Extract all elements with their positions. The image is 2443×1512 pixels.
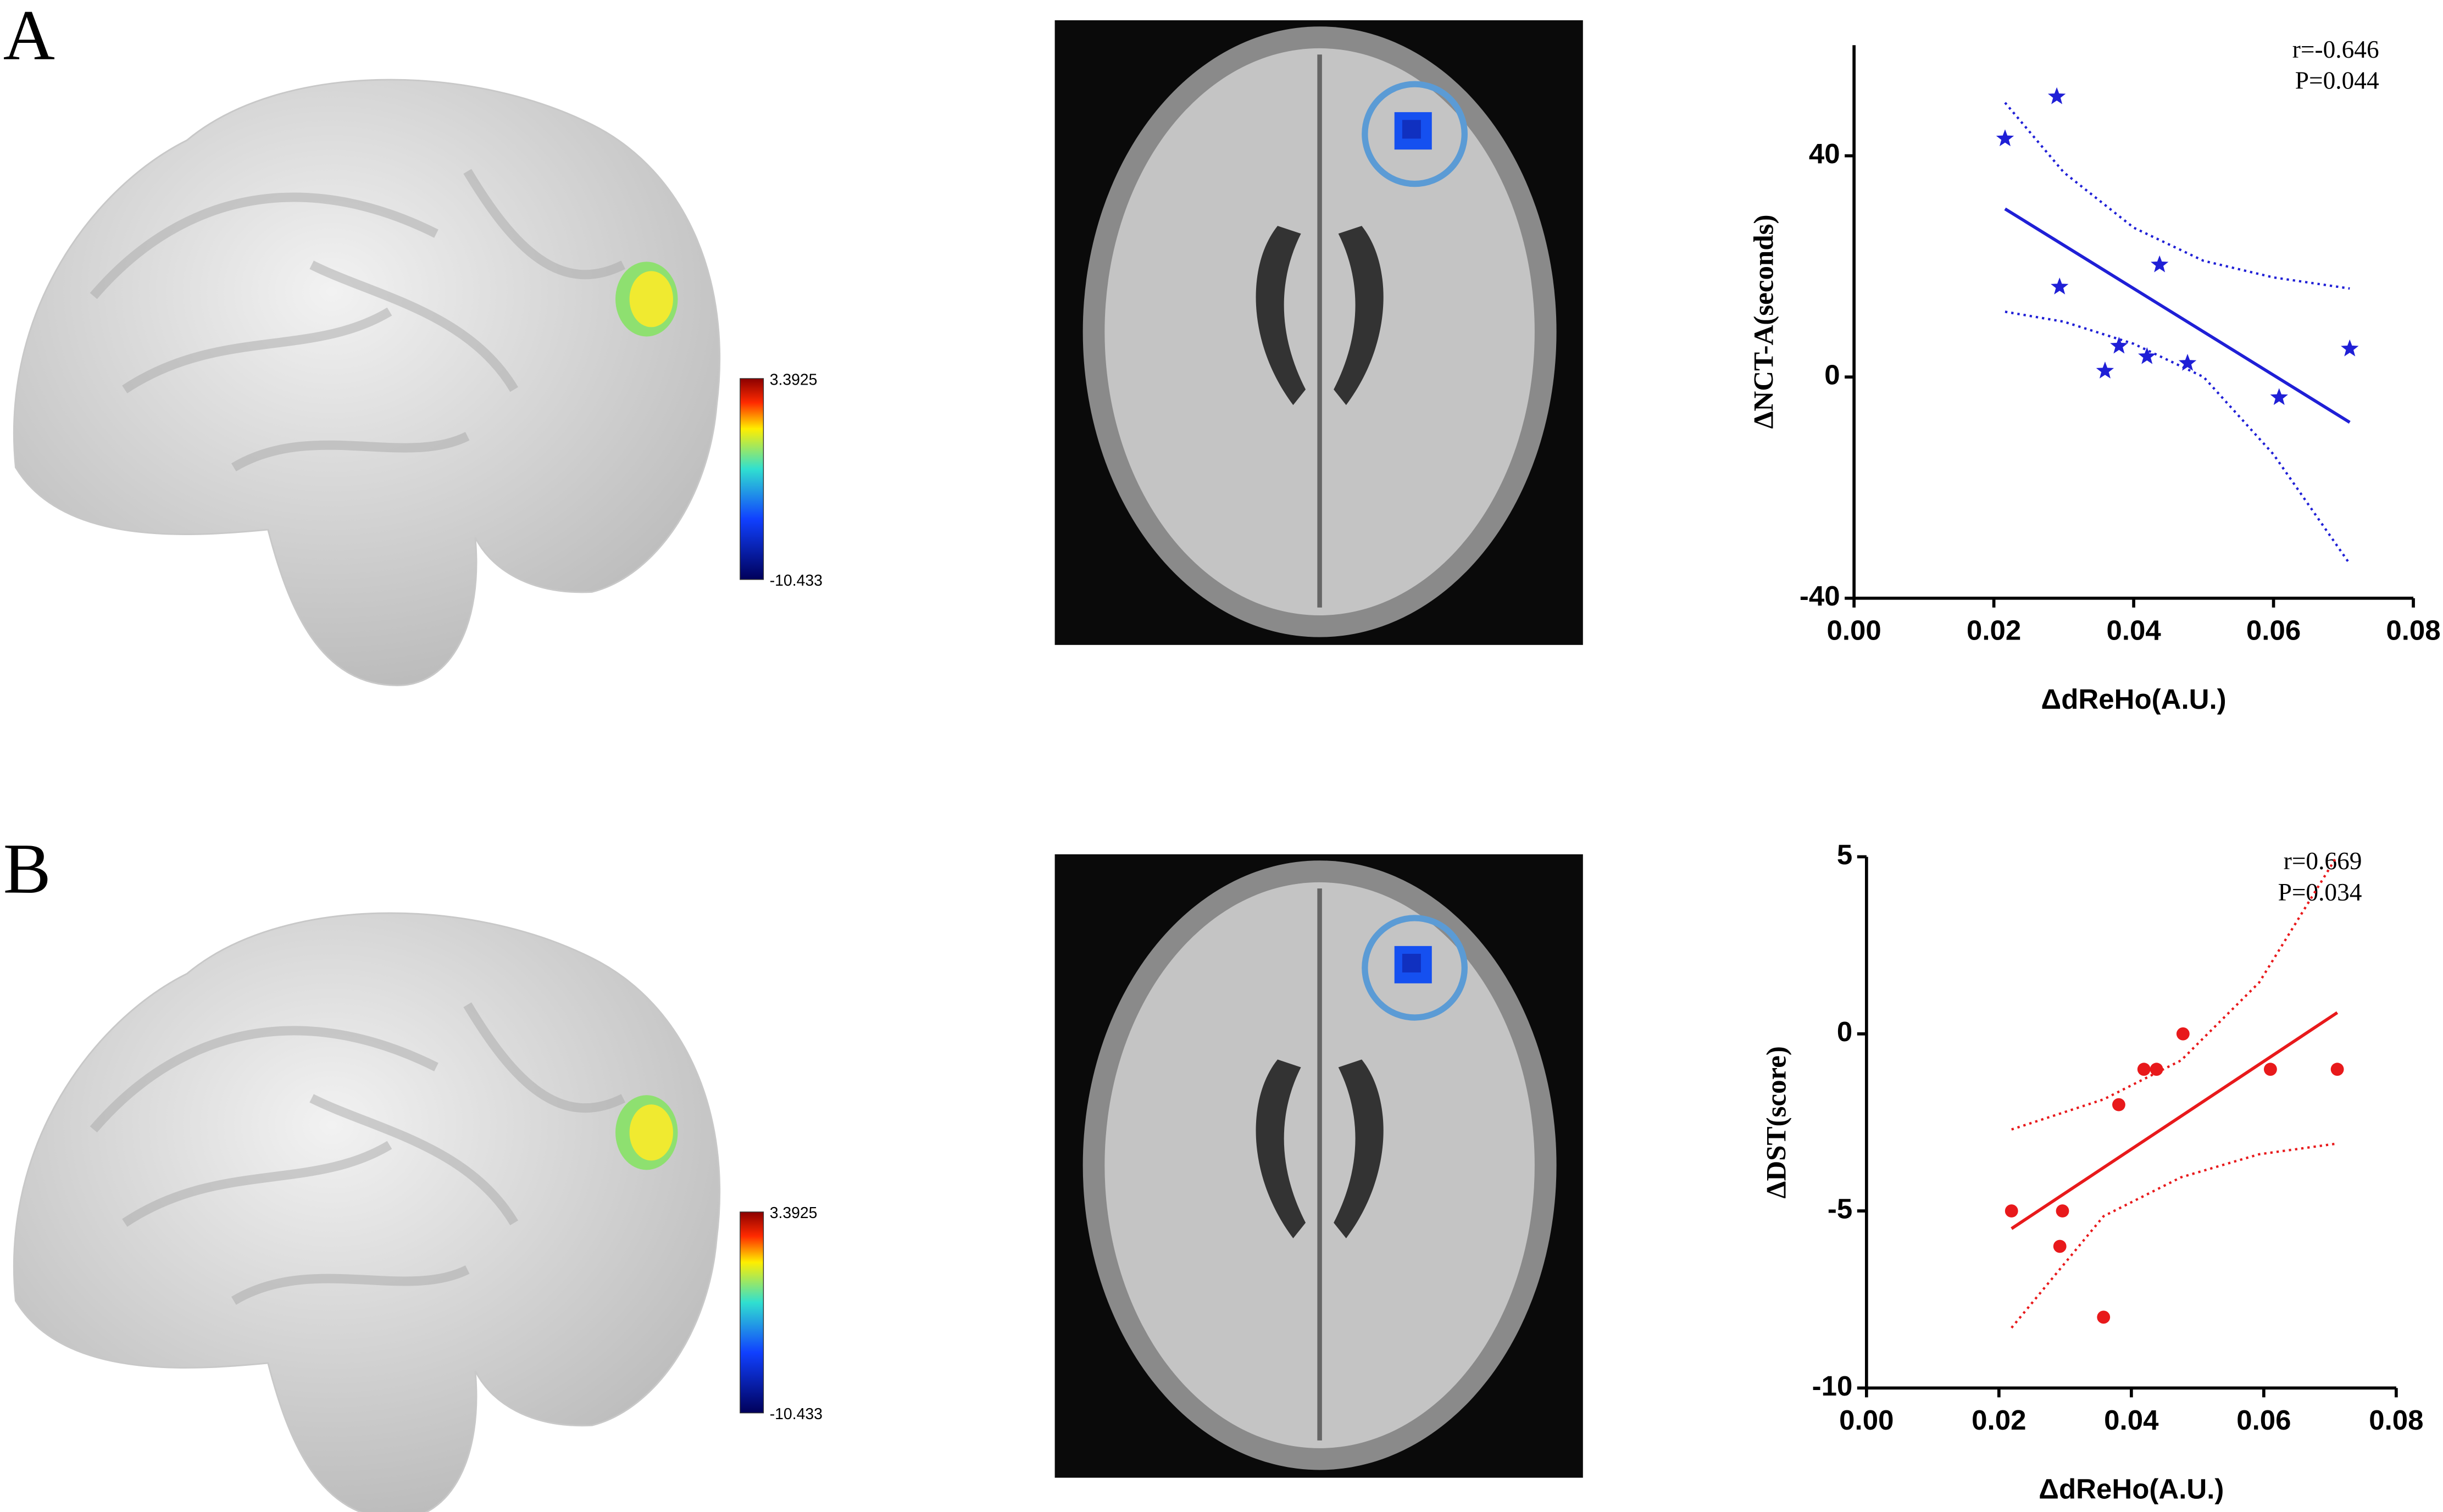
point <box>2176 1027 2190 1041</box>
point <box>2137 1063 2151 1076</box>
fit-line <box>2004 207 2351 424</box>
y-tick-label: -5 <box>1828 1193 1852 1225</box>
point <box>2096 362 2114 379</box>
x-tick-label: 0.04 <box>2104 1404 2159 1436</box>
charts: -40 0 40 0.00 0.02 0.04 0.06 0.08 ΔdReHo(A.U.) ΔN… <box>1749 36 2441 1505</box>
point <box>2341 339 2359 357</box>
x-axis-label: ΔdReHo(A.U.) <box>2041 683 2227 715</box>
x-tick-label: 0.00 <box>1839 1404 1894 1436</box>
mri-slice <box>1055 854 1583 1478</box>
point <box>2138 347 2156 364</box>
confidence-band <box>2004 102 2350 290</box>
y-axis-label: ΔNCT-A(seconds) <box>1749 214 1780 429</box>
point <box>2047 87 2066 104</box>
brain-surface <box>14 80 719 686</box>
colorbar <box>740 1211 764 1414</box>
annotation: P=0.044 <box>2295 67 2379 94</box>
point <box>2270 388 2288 405</box>
annotation: r=0.669 <box>2284 847 2362 875</box>
confidence-band <box>2005 310 2351 565</box>
confidence-band <box>2011 1142 2337 1329</box>
panel-label: B <box>3 830 51 909</box>
point <box>2097 1310 2111 1324</box>
annotation: r=-0.646 <box>2292 36 2379 63</box>
y-tick-label: -10 <box>1812 1370 1853 1402</box>
colorbar-max: 3.3925 <box>770 371 818 388</box>
x-tick-label: 0.04 <box>2106 615 2161 646</box>
panels: A 3.3925 -10.433 B 3.3925 -10.433 <box>3 0 823 1423</box>
brain-surface <box>14 913 719 1512</box>
point <box>2150 1063 2163 1076</box>
annotation: P=0.034 <box>2278 879 2362 906</box>
x-tick-label: 0.00 <box>1827 615 1881 646</box>
x-axis-label: ΔdReHo(A.U.) <box>2039 1474 2224 1505</box>
y-tick-label: 5 <box>1837 839 1852 870</box>
point <box>2110 336 2128 354</box>
x-tick-label: 0.06 <box>2246 615 2301 646</box>
point <box>2178 353 2197 371</box>
point <box>2330 1063 2344 1076</box>
point <box>2056 1204 2069 1218</box>
colorbar-min: -10.433 <box>770 572 823 590</box>
point <box>1996 129 2014 147</box>
point <box>2263 1063 2277 1076</box>
colorbar-max: 3.3925 <box>770 1204 818 1222</box>
y-tick-label: 0 <box>1824 359 1840 391</box>
colorbar-min: -10.433 <box>770 1405 823 1423</box>
point <box>2053 1239 2067 1253</box>
x-tick-label: 0.02 <box>1967 615 2021 646</box>
x-tick-label: 0.08 <box>2386 615 2440 646</box>
point <box>2005 1204 2018 1218</box>
panel-label: A <box>3 0 55 75</box>
y-tick-label: 0 <box>1837 1016 1852 1047</box>
colorbar <box>740 378 764 580</box>
point <box>2112 1098 2125 1111</box>
fit-line <box>2011 1011 2339 1230</box>
point <box>2151 255 2169 273</box>
y-axis-label: ΔDST(score) <box>1761 1046 1792 1199</box>
confidence-band <box>2011 856 2338 1131</box>
x-tick-label: 0.08 <box>2369 1404 2423 1436</box>
mri-slice <box>1055 20 1583 645</box>
x-tick-label: 0.02 <box>1972 1404 2026 1436</box>
y-tick-label: -40 <box>1800 580 1840 612</box>
x-tick-label: 0.06 <box>2236 1404 2291 1436</box>
point <box>2051 277 2069 294</box>
y-tick-label: 40 <box>1809 138 1840 169</box>
